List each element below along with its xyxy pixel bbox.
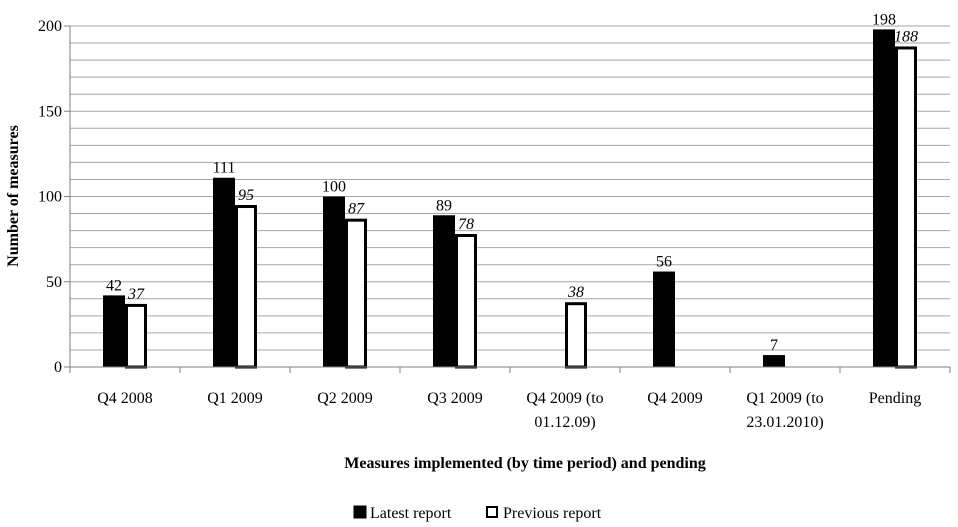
x-tick-label: Q1 2009: [207, 390, 263, 407]
x-tick-labels: Q4 2008 Q1 2009 Q2 2009 Q3 2009 Q4 2009 (to 0…: [97, 390, 921, 431]
bar-latest-report: [653, 271, 675, 367]
data-label-latest-report: 198: [872, 11, 896, 28]
bar-latest-report: [213, 177, 235, 367]
bar-previous-report: [565, 302, 587, 369]
data-label-previous-report: 37: [127, 286, 145, 303]
data-label-latest-report: 111: [213, 160, 236, 177]
x-axis-title: Measures implemented (by time period) an…: [344, 455, 705, 472]
bar-latest-report: [103, 295, 125, 367]
x-tick-label: Q4 2008: [97, 390, 153, 407]
bar-previous-report: [345, 218, 367, 369]
bar-latest-report: [763, 355, 785, 367]
bar-previous-report: [895, 46, 917, 369]
y-axis-title: Number of measures: [5, 125, 22, 267]
x-tick-label: Q2 2009: [317, 390, 373, 407]
bar-latest-report: [873, 29, 895, 367]
x-tick-label: Q4 2009 (to 01.12.09): [526, 390, 603, 431]
axes: [64, 25, 951, 373]
data-label-latest-report: 89: [436, 197, 452, 214]
data-label-previous-report: 87: [348, 201, 365, 218]
bar-previous-report: [235, 205, 257, 369]
data-label-previous-report: 188: [894, 28, 918, 45]
x-tick-label: Pending: [869, 390, 921, 407]
legend-label-previous-report: Previous report: [503, 505, 602, 522]
bar-latest-report: [433, 215, 455, 367]
y-tick-label: 150: [38, 103, 62, 120]
legend-swatch-previous-report: [486, 506, 498, 518]
x-tick-label: Q4 2009: [647, 390, 703, 407]
bar-previous-report: [125, 303, 147, 369]
y-tick-label: 200: [38, 18, 62, 35]
data-label-latest-report: 7: [770, 337, 778, 354]
data-label-latest-report: 56: [656, 254, 672, 271]
data-label-latest-report: 100: [322, 179, 346, 196]
gridlines: [70, 25, 950, 351]
y-tick-label: 100: [38, 189, 62, 206]
y-tick-label: 0: [54, 359, 62, 376]
bars: [103, 29, 917, 369]
data-label-previous-report: 38: [567, 284, 584, 301]
x-tick-label: Q1 2009 (to 23.01.2010): [746, 390, 823, 431]
x-tick-label: Q3 2009: [427, 390, 483, 407]
bar-latest-report: [323, 196, 345, 367]
y-tick-labels: 0 50 100 150 200: [38, 18, 62, 376]
data-label-previous-report: 78: [458, 216, 474, 233]
legend: Latest report Previous report: [353, 505, 602, 522]
legend-label-latest-report: Latest report: [370, 505, 452, 522]
data-label-previous-report: 95: [238, 187, 254, 204]
y-tick-label: 50: [46, 274, 62, 291]
bar-previous-report: [455, 234, 477, 369]
data-label-latest-report: 42: [106, 277, 122, 294]
legend-swatch-latest-report: [353, 505, 367, 519]
